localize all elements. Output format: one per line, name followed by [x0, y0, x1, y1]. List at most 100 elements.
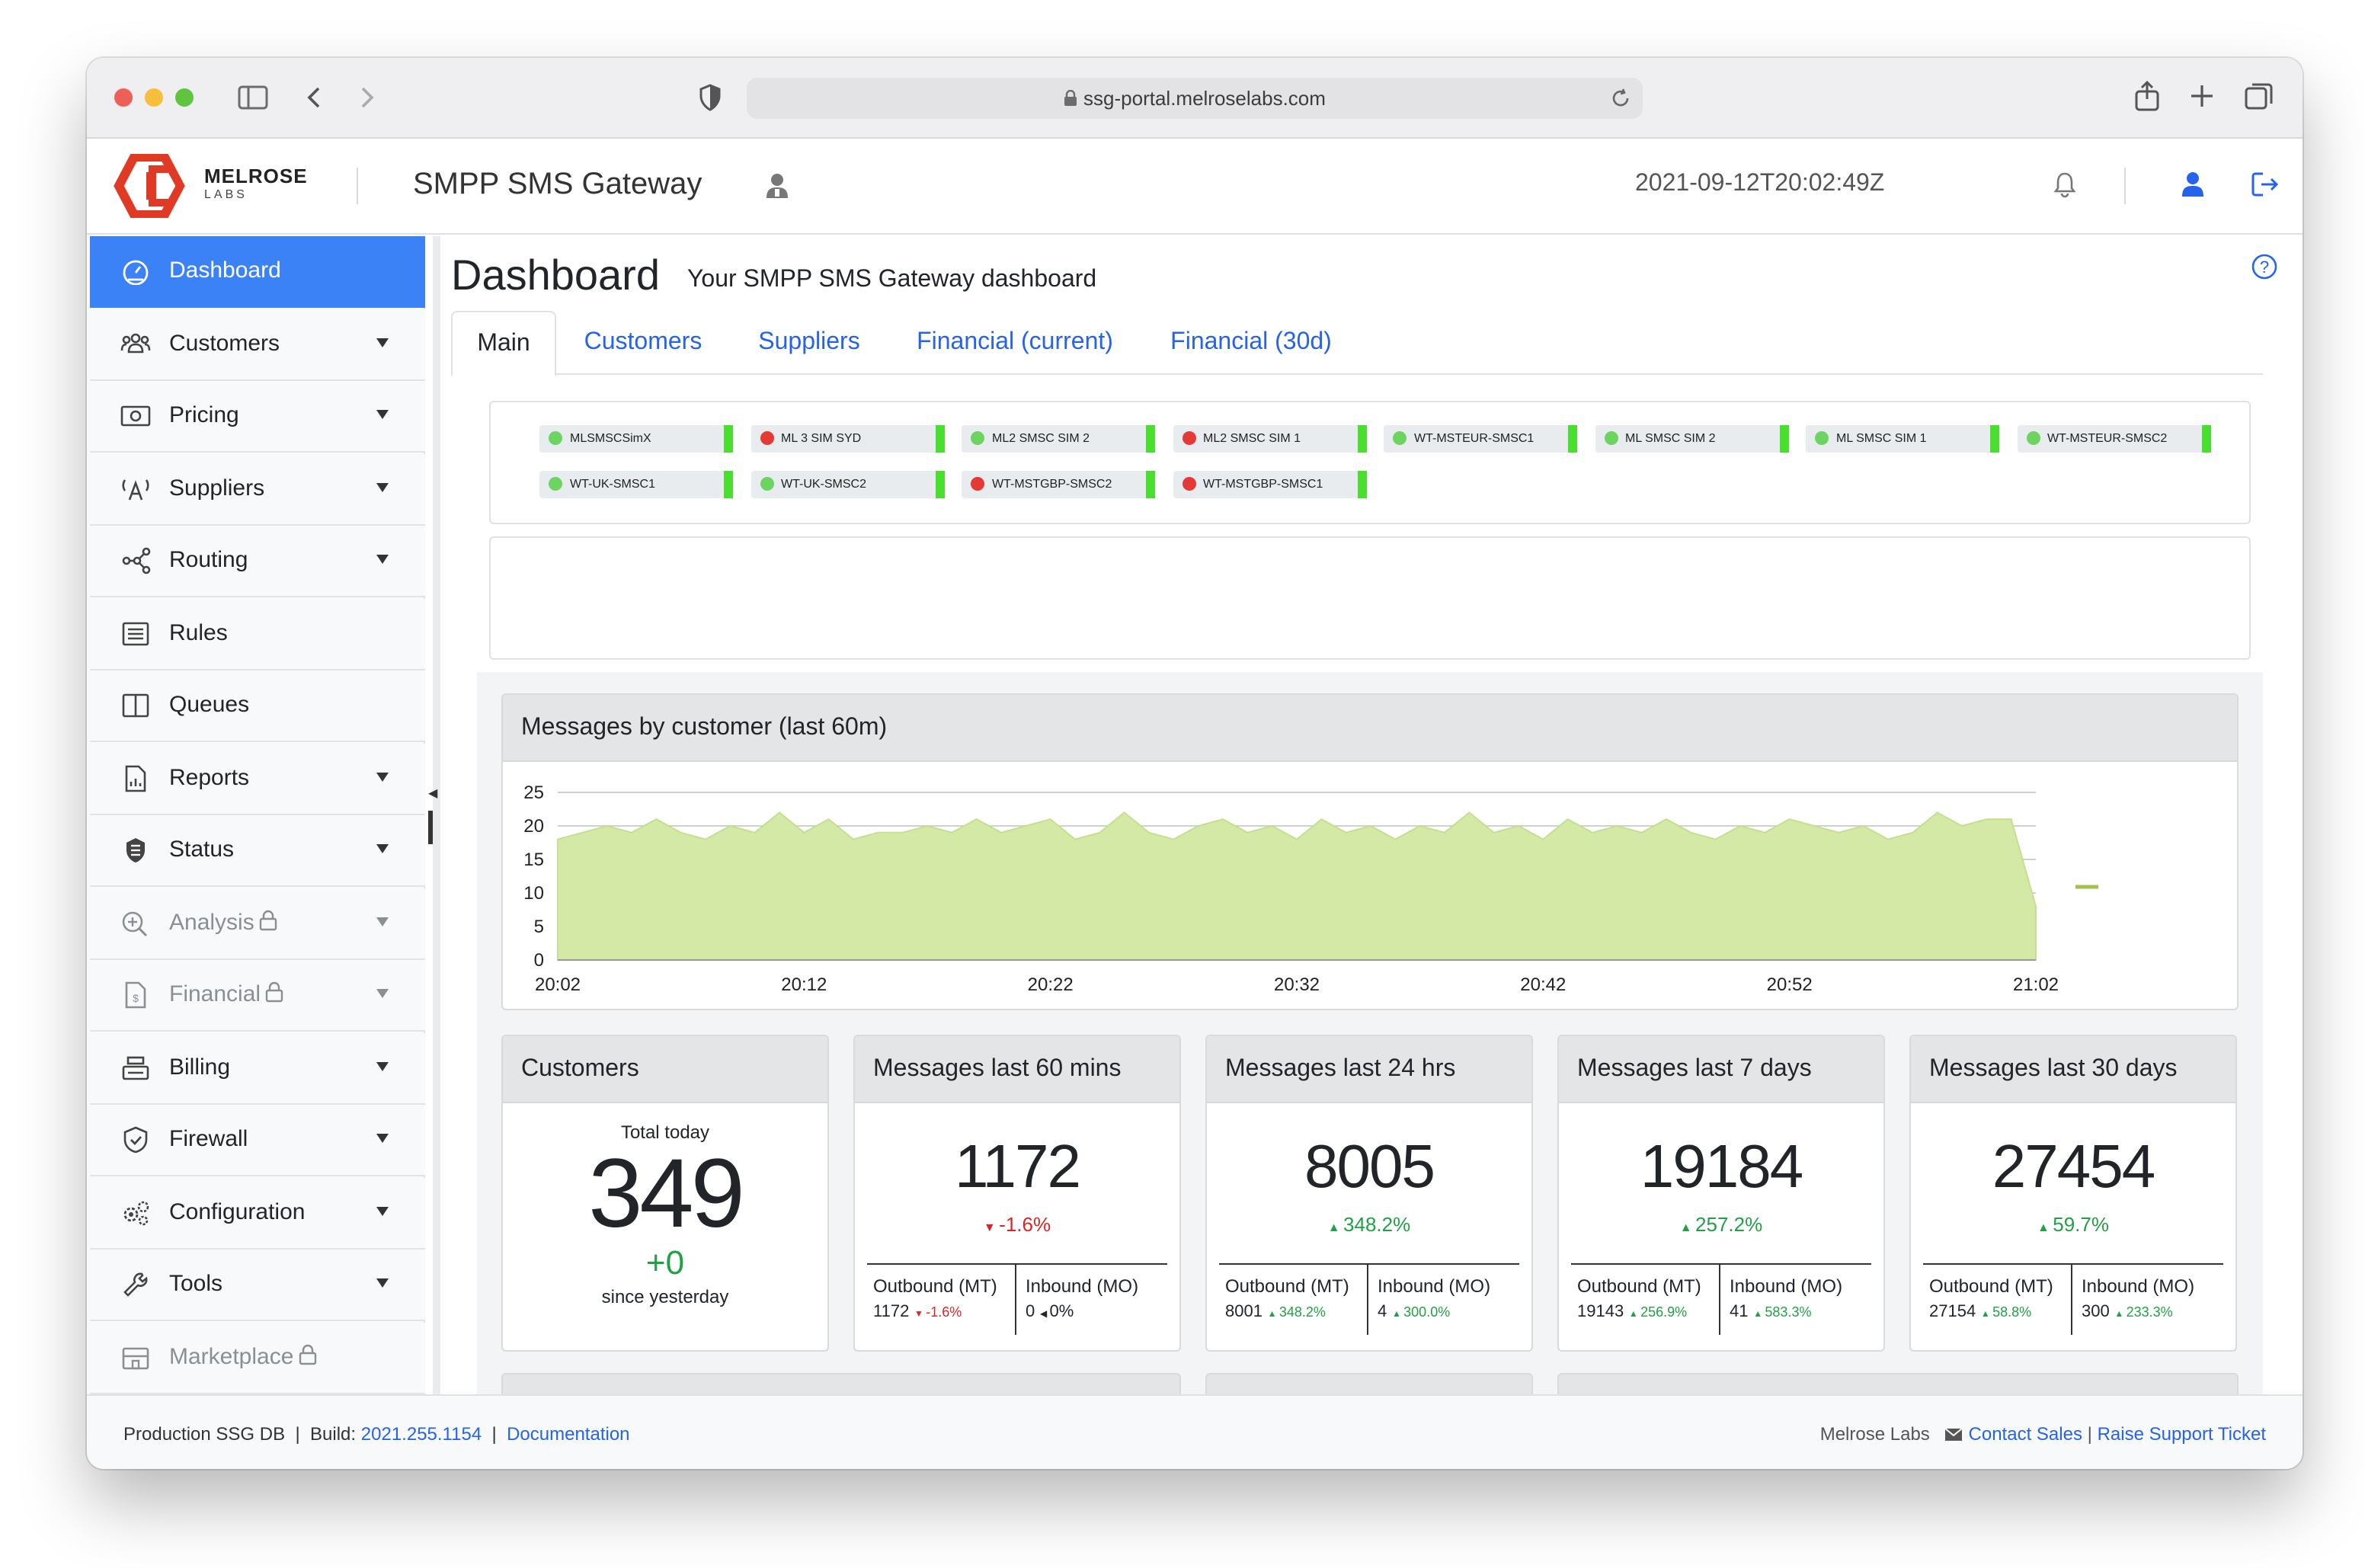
sidebar-item-pricing[interactable]: Pricing — [90, 381, 425, 453]
connection-chip[interactable]: ML SMSC SIM 1 — [1806, 425, 1999, 453]
minimize-window-button[interactable] — [145, 88, 163, 107]
alerts-panel — [489, 536, 2251, 660]
address-bar[interactable]: ssg-portal.melroselabs.com — [747, 78, 1643, 119]
sidebar-item-billing[interactable]: Billing — [90, 1033, 425, 1105]
sidebar-item-routing[interactable]: Routing — [90, 526, 425, 597]
sidebar-item-dashboard[interactable]: Dashboard — [90, 236, 425, 308]
collapse-sidebar-icon[interactable]: ◀ — [428, 786, 438, 800]
sidebar-item-analysis[interactable]: Analysis — [90, 888, 425, 960]
padlock-icon — [265, 981, 283, 1003]
connection-chip[interactable]: WT-UK-SMSC1 — [539, 471, 733, 498]
raise-support-ticket-link[interactable]: Raise Support Ticket — [2097, 1423, 2266, 1445]
sidebar-toggle-icon[interactable] — [238, 84, 268, 111]
share-icon[interactable] — [2133, 81, 2161, 111]
contact-sales-link[interactable]: Contact Sales — [1968, 1423, 2082, 1445]
stat-total-value: 8005 — [1304, 1134, 1435, 1201]
outbound-label: Outbound (MT) — [1929, 1275, 2053, 1297]
melrose-labs-logo[interactable] — [113, 154, 198, 218]
inbound-change-value: 0% — [1049, 1303, 1074, 1321]
tab-overview-icon[interactable] — [2245, 82, 2274, 111]
sidebar-item-customers[interactable]: Customers — [90, 309, 425, 381]
sidebar-item-reports[interactable]: Reports — [90, 744, 425, 815]
logout-icon[interactable] — [2251, 171, 2281, 198]
invoice-icon: $ — [125, 981, 146, 1009]
sidebar-item-suppliers[interactable]: Suppliers — [90, 454, 425, 526]
chevron-down-icon — [376, 555, 389, 564]
inbound-change: ▲ 233.3% — [2114, 1304, 2172, 1320]
sidebar-item-tools[interactable]: Tools — [90, 1250, 425, 1321]
status-dot-icon — [760, 431, 773, 445]
messages-area-chart: 0 5 10 15 20 25 20:02 20:12 20:22 20:32 20:42 20:52… — [523, 782, 2098, 995]
forward-icon[interactable] — [358, 84, 376, 111]
inbound-change-value: 300.0% — [1403, 1304, 1451, 1320]
inbound-value: 0 — [1026, 1303, 1035, 1321]
sidebar-item-configuration[interactable]: Configuration — [90, 1178, 425, 1250]
connection-chip[interactable]: ML 3 SIM SYD — [750, 425, 944, 453]
sidebar-item-text: Marketplace — [169, 1344, 294, 1370]
reload-icon[interactable] — [1611, 88, 1631, 108]
connection-chip[interactable]: ML2 SMSC SIM 2 — [962, 425, 1155, 453]
connection-chip[interactable]: WT-MSTEUR-SMSC1 — [1384, 425, 1577, 453]
tab-customers[interactable]: Customers — [584, 329, 702, 355]
envelope-icon — [1945, 1428, 1963, 1441]
sidebar: Dashboard Customers Pricing Suppliers Ro… — [87, 236, 425, 1394]
connection-status-panel: MLSMSCSimX ML 3 SIM SYD ML2 SMSC SIM 2 ML2 … — [489, 401, 2251, 524]
sidebar-item-queues[interactable]: Queues — [90, 670, 425, 742]
connection-chip[interactable]: WT-MSTEUR-SMSC2 — [2017, 425, 2210, 453]
url-text[interactable]: ssg-portal.melroselabs.com — [747, 78, 1643, 119]
shield-icon[interactable] — [699, 84, 721, 111]
user-role-icon[interactable] — [765, 172, 789, 200]
outbound-mt: Outbound (MT) 27154 ▲ 58.8% — [1929, 1274, 2053, 1327]
banknote-icon — [120, 405, 151, 427]
stat-total-change: ▼ -1.6% — [855, 1213, 1179, 1236]
chevron-down-icon — [376, 1062, 389, 1071]
outbound-mt: Outbound (MT) 8001 ▲ 348.2% — [1225, 1274, 1349, 1327]
sidebar-item-marketplace[interactable]: Marketplace — [90, 1323, 425, 1394]
dashboard-icon — [123, 260, 149, 285]
inbound-change: ▲ 583.3% — [1753, 1304, 1811, 1320]
status-dot-icon — [1182, 431, 1195, 445]
tab-suppliers[interactable]: Suppliers — [758, 329, 860, 355]
connection-chip[interactable]: WT-MSTGBP-SMSC1 — [1173, 471, 1366, 498]
build-link[interactable]: 2021.255.1154 — [360, 1423, 482, 1445]
trend-arrow-icon: ▲ — [1980, 1310, 1993, 1320]
sidebar-item-firewall[interactable]: Firewall — [90, 1105, 425, 1176]
tab-main[interactable]: Main — [451, 311, 556, 376]
user-account-icon[interactable] — [2181, 171, 2205, 198]
help-icon[interactable]: ? — [2251, 253, 2278, 280]
connection-chip[interactable]: WT-MSTGBP-SMSC2 — [962, 471, 1155, 498]
sidebar-item-label: Rules — [169, 620, 228, 646]
close-window-button[interactable] — [114, 88, 133, 107]
outbound-value: 8001 — [1225, 1303, 1263, 1321]
message-stat-card: Messages last 30 days 27454 ▲ 59.7% Outboun… — [1909, 1035, 2237, 1352]
connection-chip[interactable]: WT-UK-SMSC2 — [750, 471, 944, 498]
connection-chip[interactable]: ML SMSC SIM 2 — [1595, 425, 1788, 453]
connection-name: ML SMSC SIM 1 — [1836, 431, 1927, 445]
bell-icon[interactable] — [2053, 171, 2077, 198]
stat-divider — [1923, 1263, 2223, 1265]
new-tab-icon[interactable] — [2190, 84, 2214, 108]
tab-financial-current[interactable]: Financial (current) — [917, 329, 1113, 355]
sidebar-item-financial[interactable]: $ Financial — [90, 960, 425, 1032]
page-title: Dashboard — [451, 251, 660, 299]
outbound-label: Outbound (MT) — [1577, 1275, 1701, 1297]
db-label: Production SSG DB — [123, 1423, 286, 1445]
sidebar-item-status[interactable]: Status — [90, 815, 425, 887]
x-tick-label: 20:12 — [781, 974, 827, 995]
connection-chip[interactable]: ML2 SMSC SIM 1 — [1173, 425, 1366, 453]
outbound-label: Outbound (MT) — [873, 1275, 997, 1297]
inbound-label: Inbound (MO) — [1730, 1275, 1843, 1297]
list-icon — [122, 622, 149, 646]
status-dot-icon — [1182, 477, 1195, 491]
sidebar-resize-handle[interactable] — [428, 811, 433, 844]
stat-divider — [1571, 1263, 1871, 1265]
customers-card-title: Customers — [503, 1036, 827, 1103]
zoom-window-button[interactable] — [175, 88, 194, 107]
chevron-down-icon — [376, 917, 389, 926]
footer-left: Production SSG DB | Build: 2021.255.1154… — [123, 1423, 630, 1445]
connection-chip[interactable]: MLSMSCSimX — [539, 425, 733, 453]
documentation-link[interactable]: Documentation — [507, 1423, 630, 1445]
back-icon[interactable] — [305, 84, 323, 111]
tab-financial-30d[interactable]: Financial (30d) — [1170, 329, 1332, 355]
sidebar-item-rules[interactable]: Rules — [90, 599, 425, 670]
